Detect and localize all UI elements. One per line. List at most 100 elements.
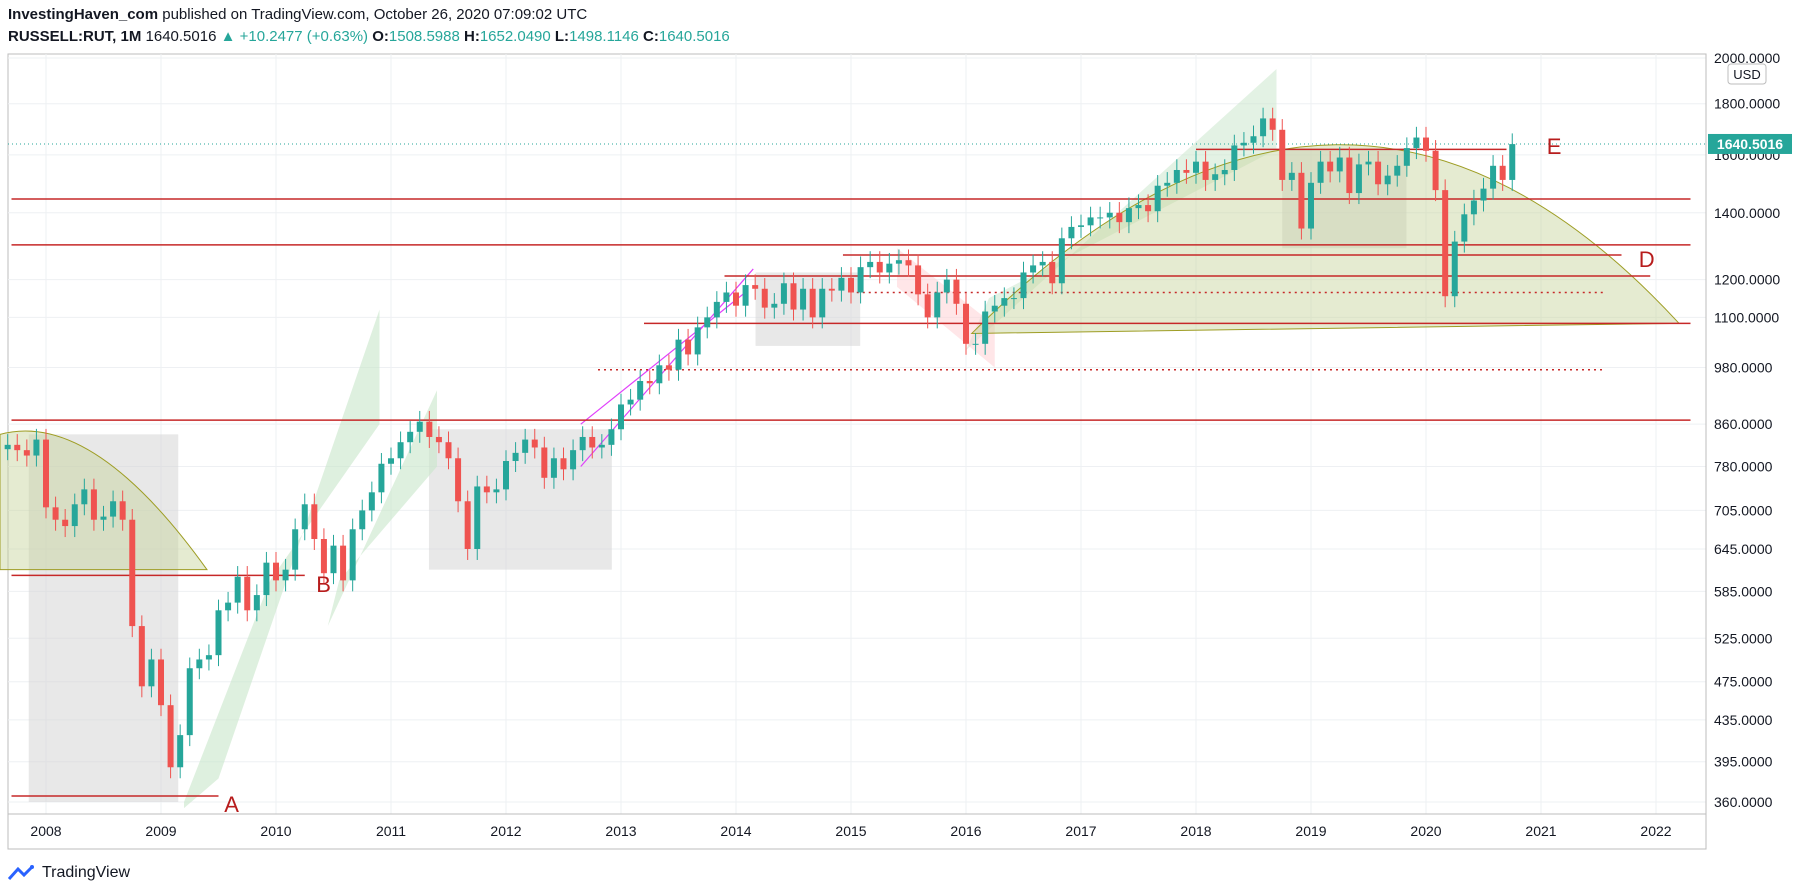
candle-up (991, 305, 998, 312)
price-tick-label: 1200.0000 (1714, 272, 1780, 288)
close-value: 1640.5016 (658, 28, 730, 45)
high-label: H: (463, 28, 480, 45)
candle-up (522, 439, 529, 453)
candle-up (205, 655, 212, 660)
time-tick-label: 2013 (605, 823, 636, 839)
ohlc-legend: RUSSELL:RUT, 1M 1640.5016 ▲ +10.2477 (+0… (8, 28, 730, 45)
candle-up (1317, 161, 1324, 183)
time-tick-label: 2018 (1180, 823, 1211, 839)
tradingview-icon (8, 865, 34, 881)
tradingview-brand: TradingView (42, 864, 131, 881)
candle-down (1049, 261, 1056, 284)
candle-up (675, 339, 682, 370)
candle-up (1461, 214, 1468, 242)
candle-down (752, 285, 759, 289)
candle-up (503, 461, 509, 490)
candle-up (177, 735, 184, 768)
time-tick-label: 2011 (376, 823, 406, 839)
candle-up (359, 510, 366, 530)
candle-up (388, 458, 394, 464)
candle-down (876, 261, 883, 273)
time-tick-label: 2019 (1295, 823, 1326, 839)
price-tick-label: 395.0000 (1714, 754, 1773, 770)
annotation-label-d: D (1639, 247, 1655, 272)
currency-badge (1727, 63, 1767, 85)
candle-down (1145, 205, 1152, 212)
candle-up (570, 450, 577, 470)
candle-up (1394, 165, 1401, 176)
candle-up (1058, 238, 1065, 284)
candle-up (618, 404, 624, 430)
grid-lines (8, 54, 1706, 814)
open-value: 1508.5988 (388, 28, 460, 45)
candle-up (972, 343, 979, 345)
candle-down (1116, 212, 1123, 223)
candle-down (541, 447, 548, 478)
candle-up (148, 659, 155, 687)
high-value: 1652.0490 (479, 28, 551, 45)
candle-up (186, 668, 193, 736)
time-tick-label: 2022 (1640, 823, 1671, 839)
price-tick-label: 475.0000 (1714, 674, 1773, 690)
candle-up (1125, 208, 1132, 223)
close-label: C: (643, 28, 659, 45)
candle-up (110, 501, 117, 517)
trend-line (580, 290, 748, 425)
change-arrow: ▲ (220, 28, 236, 45)
candle-up (263, 562, 270, 596)
candle-up (493, 489, 500, 493)
candle-up (943, 279, 950, 293)
candles[interactable] (4, 107, 1516, 779)
price-tick-label: 2000.0000 (1714, 50, 1780, 66)
candle-up (33, 439, 40, 456)
time-tick-label: 2014 (720, 823, 751, 839)
candle-up (407, 431, 414, 443)
price-axis[interactable]: 2000.00001800.00001600.00001400.00001200… (1705, 50, 1792, 849)
candle-up (1193, 161, 1199, 173)
candle-up (416, 421, 423, 432)
candle-down (1423, 137, 1429, 151)
candle-up (1336, 157, 1343, 172)
candle-up (608, 429, 615, 445)
candle-down (924, 294, 931, 318)
price-tick-label: 645.0000 (1714, 541, 1773, 557)
candle-up (100, 516, 107, 520)
candle-down (665, 365, 672, 370)
candle-up (1490, 165, 1497, 189)
candle-up (1135, 205, 1142, 209)
candle-up (378, 463, 385, 493)
candle-up (1020, 272, 1027, 299)
grey-box-zone (755, 272, 861, 346)
time-axis[interactable]: 2008 2009 2010 2011 2012 2013 2014 2015 2016 2017… (8, 813, 1706, 839)
candle-up (292, 529, 299, 570)
publisher-name: InvestingHaven_com (8, 6, 159, 23)
candle-up (579, 436, 586, 451)
time-tick-label: 2009 (145, 823, 176, 839)
time-tick-label: 2016 (950, 823, 981, 839)
price-tick-label: 360.0000 (1714, 794, 1773, 810)
candle-up (81, 489, 88, 505)
candle-up (857, 267, 864, 293)
candle-up (1173, 169, 1180, 183)
drawing-zones (0, 68, 1681, 809)
candle-down (43, 439, 49, 508)
candle-up (1250, 136, 1257, 143)
last-price-tag-label: 1640.5016 (1717, 136, 1783, 152)
candle-down (848, 277, 854, 293)
tradingview-logo[interactable]: TradingView (8, 864, 130, 882)
candle-down (129, 519, 136, 627)
candle-up (196, 659, 203, 669)
price-tick-label: 525.0000 (1714, 630, 1773, 646)
chart-header-title: InvestingHaven_com published on TradingV… (8, 6, 587, 23)
candle-down (790, 283, 797, 310)
price-tick-label: 435.0000 (1714, 712, 1773, 728)
candle-up (742, 285, 749, 306)
candle-down (828, 288, 835, 291)
candle-down (589, 436, 596, 448)
candle-down (455, 458, 462, 502)
price-tick-label: 780.0000 (1714, 459, 1773, 475)
grey-box-zone (28, 434, 179, 802)
horizontal-levels (8, 143, 1706, 797)
candle-up (349, 529, 356, 581)
